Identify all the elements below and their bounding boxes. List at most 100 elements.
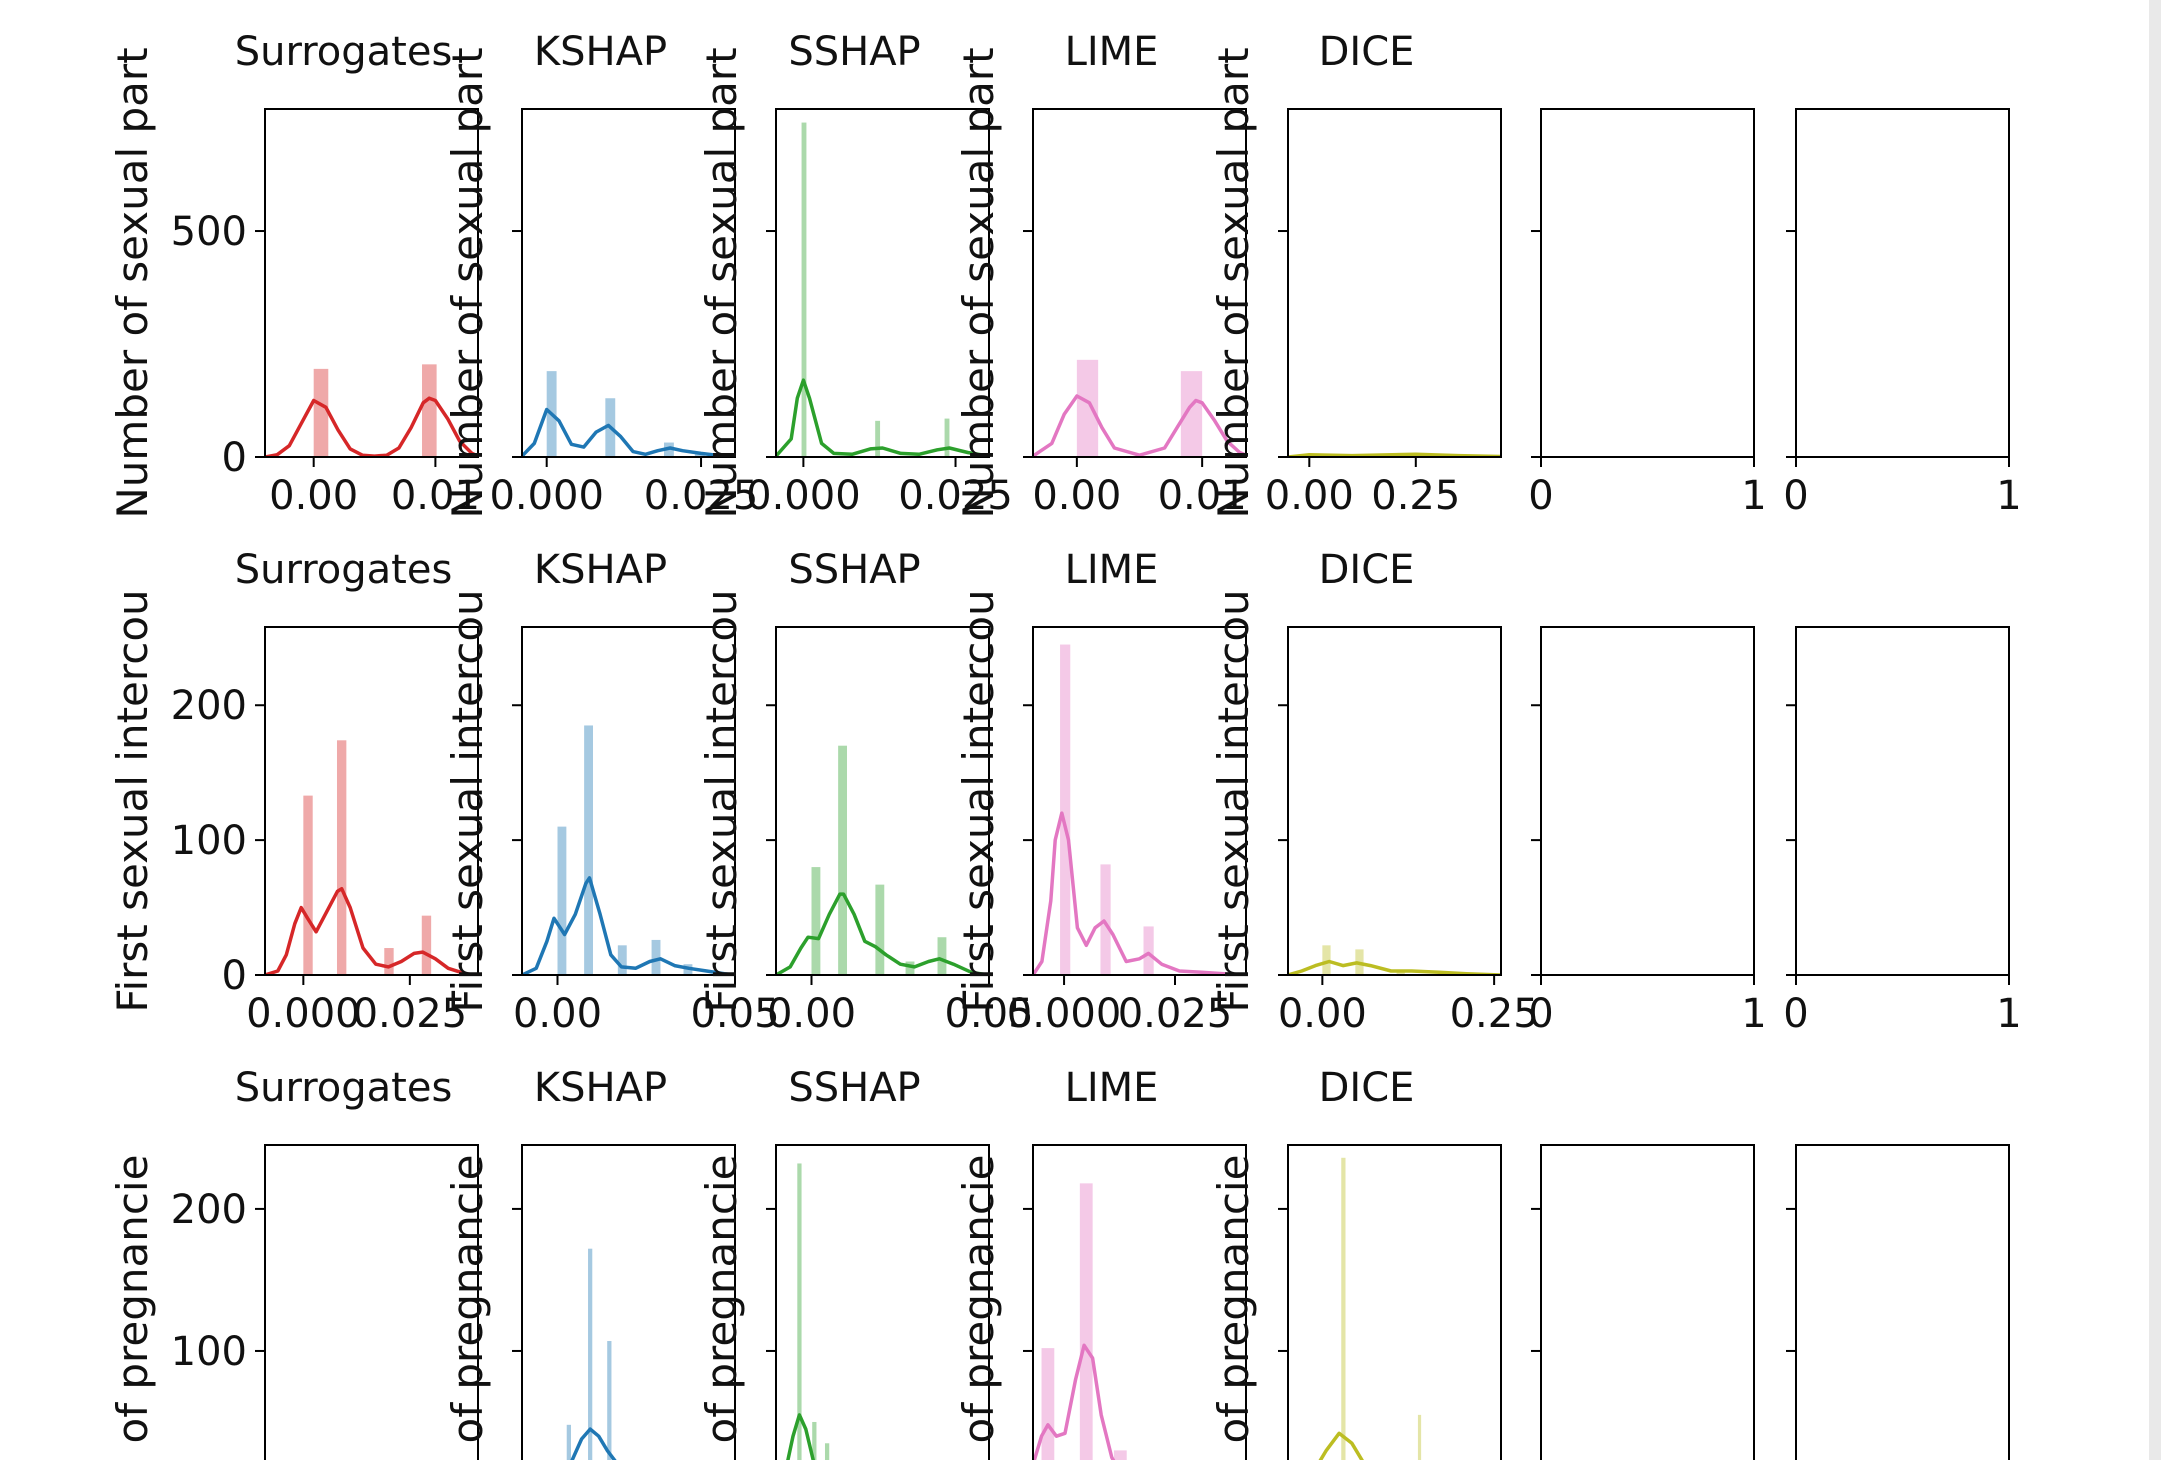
x-tick-label: 0.025 (1118, 991, 1233, 1037)
subplot-title: LIME (1065, 1065, 1159, 1111)
histogram-bar (303, 795, 313, 975)
subplot-title: LIME (1065, 29, 1159, 75)
kde-curve (776, 892, 989, 975)
x-tick-label: 0 (1528, 473, 1553, 519)
subplot-title: DICE (1319, 547, 1415, 593)
histogram-bar (617, 945, 627, 975)
kde-curve (786, 1413, 815, 1460)
kde-curve (570, 1427, 617, 1460)
kde-curve (265, 396, 478, 457)
axes-frame (1795, 626, 2010, 976)
kde-curve (1288, 959, 1501, 975)
subplot-r1-c3: 0.000 0.025 SSHAP Number of sexual part (697, 29, 1013, 519)
subplot-data (776, 745, 989, 975)
subplot-r1-c5: 0.00 0.25 DICE Number of sexual part (1209, 29, 1502, 519)
subplot-data (1318, 1157, 1422, 1460)
subplot-title: DICE (1319, 1065, 1415, 1111)
subplot-r3-c7 (1786, 1144, 2010, 1460)
axes-frame (1032, 1144, 1247, 1460)
histogram-bar (384, 948, 394, 975)
x-tick-label: 0.000 (246, 991, 361, 1037)
axes-frame (1795, 108, 2010, 458)
subplot-title: SSHAP (788, 547, 920, 593)
y-axis-label: Number of sexual part (954, 47, 1003, 518)
histogram-bar (557, 826, 567, 975)
subplot-r2-c2: 0.00 0.05 KSHAP First sexual intercou (443, 547, 780, 1037)
y-axis-label: n of pregnancie (697, 1155, 746, 1460)
x-tick-label: 0 (1783, 473, 1808, 519)
subplot-r2-c3: 0.00 0.05 SSHAP First sexual intercou (697, 547, 1034, 1037)
histogram-bar (1076, 359, 1099, 457)
subplot-r1-c2: 0.000 0.025 KSHAP Number of sexual part (443, 29, 758, 519)
axes-frame (1540, 108, 1755, 458)
subplot-title: SSHAP (788, 1065, 920, 1111)
subplot-title: Surrogates (235, 547, 453, 593)
subplot-r1-c1: 0 500 0.00 0.01 Surrogates Number of sexual p… (108, 29, 480, 519)
x-tick-label: 0.05 (944, 991, 1033, 1037)
axes-frame (1795, 1144, 2010, 1460)
subplot-data (1033, 644, 1246, 975)
y-tick-label: 100 (171, 818, 247, 864)
histogram-bar (336, 740, 347, 975)
subplot-r3-c3: SSHAP n of pregnancie (697, 1065, 990, 1460)
subplot-data (522, 371, 735, 457)
subplot-r2-c5: 0.00 0.25 DICE First sexual intercou (1209, 547, 1539, 1037)
y-axis-label: First sexual intercou (1209, 589, 1258, 1012)
subplot-title: KSHAP (534, 29, 667, 75)
subplot-r3-c5: DICE n of pregnancie (1209, 1065, 1502, 1460)
axes-frame (1032, 626, 1247, 976)
histogram-bar (1060, 644, 1071, 975)
y-tick-label: 200 (171, 1187, 247, 1233)
histogram-bar (607, 1341, 612, 1460)
kde-curve (522, 876, 735, 975)
axes-frame (775, 1144, 990, 1460)
histogram-bar (1417, 1414, 1422, 1460)
subplot-data (776, 122, 989, 457)
y-tick-label: 0 (222, 435, 247, 481)
x-tick-label: 0.000 (1007, 991, 1122, 1037)
subplot-title: Surrogates (235, 1065, 453, 1111)
y-axis-label: Number of sexual part (697, 47, 746, 518)
subplot-title: SSHAP (788, 29, 920, 75)
subplot-r1-c4: 0.00 0.01 LIME Number of sexual part (954, 29, 1247, 519)
x-tick-label: 0.01 (391, 473, 480, 519)
histogram-bar (937, 937, 947, 975)
histogram-bar (588, 1248, 593, 1460)
x-tick-label: 0.01 (1158, 473, 1247, 519)
histogram-bar (1322, 945, 1331, 975)
x-tick-label: 1 (1741, 473, 1766, 519)
kde-curve (1318, 1431, 1364, 1460)
histogram-bar (1180, 371, 1203, 457)
x-tick-label: 0.00 (1278, 991, 1367, 1037)
subplot-data (1288, 945, 1501, 975)
x-tick-label: 0.25 (1371, 473, 1460, 519)
x-tick-label: 0.000 (746, 473, 861, 519)
subplot-r3-c6 (1531, 1144, 1755, 1460)
subplot-r3-c4: LIME n of pregnancie (954, 1065, 1247, 1460)
histogram-bar (313, 368, 329, 457)
histogram-bar (1113, 1450, 1127, 1460)
x-tick-label: 0.00 (767, 991, 856, 1037)
x-tick-label: 0.00 (1265, 473, 1354, 519)
x-tick-label: 1 (1996, 991, 2021, 1037)
histogram-bar (801, 122, 807, 457)
y-axis-label: Number of sexual part (1209, 47, 1258, 518)
subplot-data (1033, 359, 1246, 457)
axes-frame (521, 626, 736, 976)
axes-frame (1287, 626, 1502, 976)
x-tick-label: 0.05 (690, 991, 779, 1037)
vertical-scrollbar[interactable] (2149, 0, 2161, 1460)
subplot-title: Surrogates (235, 29, 453, 75)
histogram-bar (797, 1163, 802, 1460)
histogram-bar (421, 915, 432, 975)
y-axis-label: Number of sexual part (108, 47, 157, 518)
axes-frame (1032, 108, 1247, 458)
subplot-title: KSHAP (534, 1065, 667, 1111)
